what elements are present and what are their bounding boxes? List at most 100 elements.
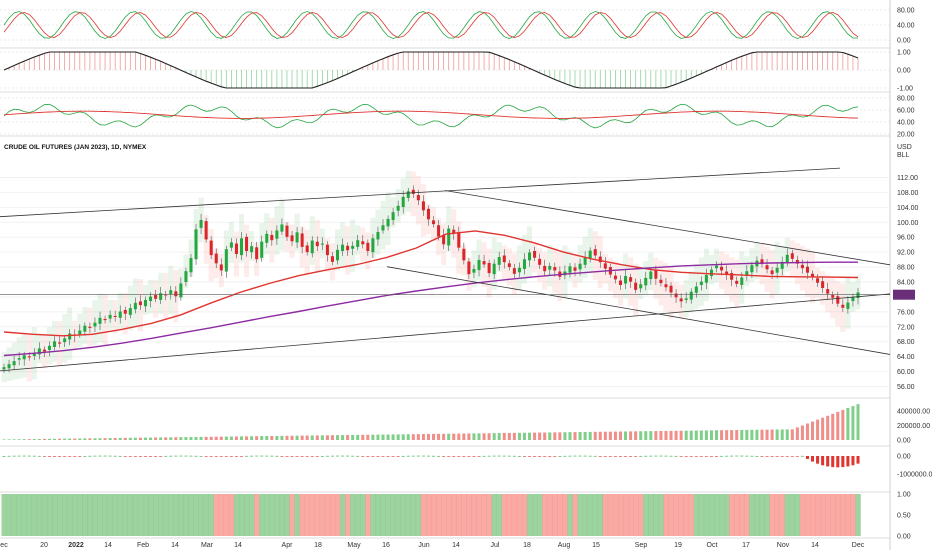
signal-bar — [703, 494, 710, 536]
volume-bar — [426, 433, 430, 440]
candle-body — [280, 224, 284, 232]
flow-bar — [613, 456, 617, 457]
volume-bar — [502, 433, 506, 440]
candle-body — [305, 245, 309, 253]
signal-bar — [193, 494, 199, 536]
flow-bar — [325, 455, 329, 457]
signal-bar — [577, 494, 583, 536]
flow-bar — [568, 455, 572, 457]
volume-bar — [765, 429, 769, 440]
volume-bar — [17, 439, 21, 440]
flow-bar — [517, 455, 521, 457]
volume-bar — [123, 437, 127, 440]
lower-trendline — [0, 293, 891, 372]
signal-bar — [815, 494, 821, 536]
time-tick-label: 16 — [382, 542, 390, 549]
signal-bar — [46, 494, 53, 536]
candle-body — [543, 265, 547, 272]
currency-label: USD — [897, 144, 912, 151]
signal-bar — [132, 494, 139, 536]
volume-bar — [219, 436, 223, 440]
candle-body — [593, 249, 597, 256]
volume-bar — [805, 423, 809, 440]
candle-body — [780, 261, 784, 269]
signal-bar — [370, 494, 376, 536]
volume-bar — [411, 434, 415, 440]
flow-bar — [800, 455, 804, 457]
volume-bar — [295, 435, 299, 440]
flow-bar — [32, 455, 36, 457]
signal-bar — [496, 494, 502, 536]
volume-bar — [629, 431, 633, 440]
volume-bar — [164, 437, 168, 440]
flow-bar — [836, 456, 840, 468]
unit-label: BLL — [897, 152, 910, 159]
signal-bar — [87, 494, 93, 536]
candle-body — [179, 283, 183, 298]
signal-bar — [506, 494, 513, 536]
signal-bar — [431, 494, 437, 536]
time-tick-label: Jun — [418, 542, 429, 549]
signal-bar — [547, 494, 553, 536]
candle-body — [714, 265, 719, 269]
flow-bar — [826, 456, 830, 467]
time-tick-label: 18 — [523, 542, 531, 549]
volume-bar — [229, 436, 233, 440]
signal-bar — [799, 494, 806, 536]
candle-body — [245, 236, 249, 252]
flow-bar — [497, 455, 501, 457]
signal-bar — [168, 494, 174, 536]
volume-bar — [396, 434, 400, 440]
volume-bar — [816, 419, 820, 440]
signal-bar — [112, 494, 118, 536]
candle-body — [805, 266, 809, 273]
last-price-marker — [893, 289, 915, 300]
volume-bar — [659, 431, 663, 440]
candle-body — [659, 279, 663, 284]
volume-bar — [149, 437, 153, 440]
signal-bar — [436, 494, 442, 536]
candle-body — [497, 256, 501, 265]
upper-trendline — [0, 167, 841, 218]
flow-bar — [275, 455, 279, 457]
candle-body — [22, 355, 26, 360]
wave-oscillator-panel — [3, 51, 859, 89]
volume-bar — [346, 435, 350, 440]
volume-panel — [2, 404, 860, 440]
flow-bar — [649, 455, 653, 457]
candle-body — [275, 230, 279, 239]
signal-bar — [340, 494, 346, 536]
flow-bar — [27, 455, 31, 457]
volume-bar — [290, 435, 294, 440]
price-panel — [0, 167, 891, 383]
candle-body — [219, 264, 223, 271]
volume-bar — [239, 436, 244, 440]
volume-bar — [174, 437, 178, 440]
volume-bar — [406, 434, 410, 440]
candle-body — [149, 296, 153, 302]
signal-bar — [537, 494, 543, 536]
volume-bar — [305, 435, 309, 440]
candle-body — [578, 263, 582, 270]
candle-body — [790, 253, 794, 259]
flow-bar — [578, 455, 582, 457]
volume-bar — [47, 438, 51, 440]
candle-body — [512, 268, 516, 274]
signal-bar — [567, 494, 573, 536]
volume-bar — [533, 432, 537, 440]
signal-bar — [57, 494, 63, 536]
candle-body — [234, 243, 238, 254]
volume-bar — [800, 425, 804, 440]
candle-body — [528, 252, 532, 261]
signal-bar — [380, 494, 386, 536]
candle-body — [239, 238, 244, 256]
signal-bar — [163, 494, 169, 536]
volume-bar — [224, 436, 228, 440]
candle-body — [831, 294, 835, 298]
volume-bar — [826, 415, 830, 440]
flow-bar — [406, 455, 410, 457]
flow-bar — [472, 456, 476, 457]
signal-bar — [845, 494, 851, 536]
signal-bar — [471, 494, 477, 536]
candle-body — [12, 361, 16, 366]
